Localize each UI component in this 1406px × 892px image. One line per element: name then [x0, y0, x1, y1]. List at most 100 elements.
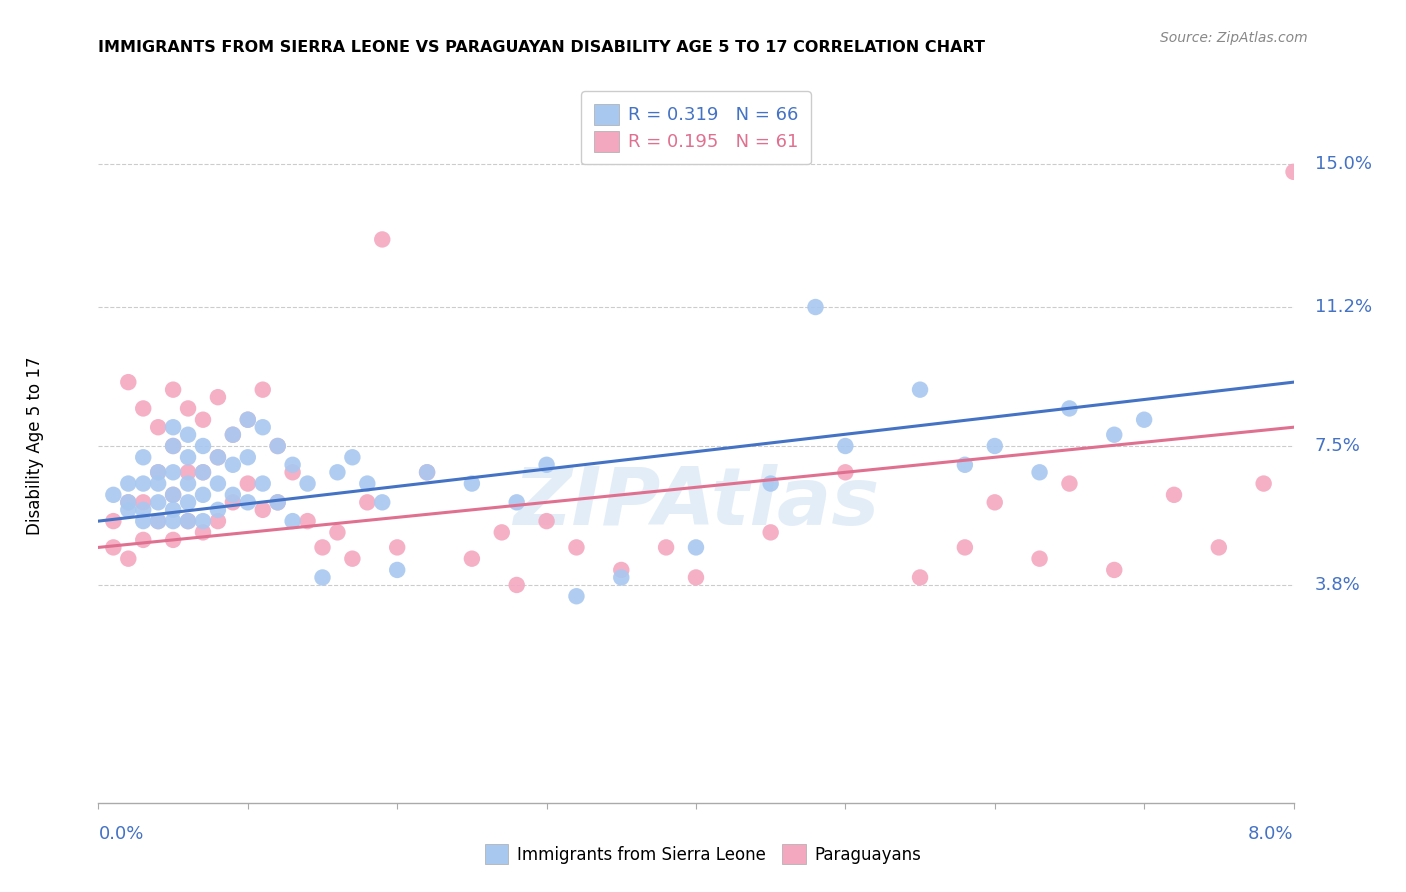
Point: [371, 232, 394, 246]
Point: [506, 495, 529, 509]
Point: [356, 495, 378, 509]
Point: [117, 476, 139, 491]
Point: [132, 503, 155, 517]
Point: [222, 488, 245, 502]
Point: [177, 465, 200, 479]
Point: [536, 514, 558, 528]
Point: [655, 541, 678, 555]
Point: [132, 533, 155, 547]
Point: [177, 514, 200, 528]
Text: Disability Age 5 to 17: Disability Age 5 to 17: [27, 357, 44, 535]
Point: [117, 551, 139, 566]
Point: [267, 439, 290, 453]
Point: [148, 420, 170, 434]
Point: [177, 427, 200, 442]
Point: [342, 551, 364, 566]
Point: [834, 439, 856, 453]
Text: 8.0%: 8.0%: [1249, 825, 1294, 843]
Point: [267, 495, 290, 509]
Point: [416, 465, 439, 479]
Point: [222, 427, 245, 442]
Point: [759, 476, 782, 491]
Point: [236, 495, 259, 509]
Point: [252, 420, 274, 434]
Point: [461, 476, 484, 491]
Point: [117, 495, 139, 509]
Point: [103, 514, 125, 528]
Point: [908, 570, 931, 584]
Point: [132, 401, 155, 416]
Point: [236, 476, 259, 491]
Point: [565, 541, 588, 555]
Point: [148, 514, 170, 528]
Point: [281, 514, 304, 528]
Point: [610, 563, 633, 577]
Point: [491, 525, 513, 540]
Point: [1208, 541, 1230, 555]
Point: [177, 476, 200, 491]
Point: [385, 563, 409, 577]
Point: [132, 450, 155, 465]
Legend: R = 0.319   N = 66, R = 0.195   N = 61: R = 0.319 N = 66, R = 0.195 N = 61: [581, 91, 811, 164]
Point: [162, 420, 184, 434]
Point: [610, 570, 633, 584]
Point: [1163, 488, 1185, 502]
Point: [222, 427, 245, 442]
Point: [162, 533, 184, 547]
Point: [1059, 401, 1081, 416]
Point: [207, 503, 229, 517]
Point: [117, 503, 139, 517]
Point: [132, 495, 155, 509]
Point: [162, 488, 184, 502]
Point: [565, 589, 588, 603]
Point: [1133, 413, 1156, 427]
Point: [297, 476, 319, 491]
Point: [177, 401, 200, 416]
Point: [983, 495, 1005, 509]
Point: [117, 375, 139, 389]
Point: [759, 525, 782, 540]
Point: [1028, 465, 1050, 479]
Point: [506, 578, 529, 592]
Point: [222, 458, 245, 472]
Text: Source: ZipAtlas.com: Source: ZipAtlas.com: [1160, 31, 1308, 45]
Point: [103, 488, 125, 502]
Point: [162, 465, 184, 479]
Point: [191, 413, 214, 427]
Point: [191, 465, 214, 479]
Point: [385, 541, 409, 555]
Point: [342, 450, 364, 465]
Point: [252, 383, 274, 397]
Point: [311, 570, 333, 584]
Point: [311, 541, 333, 555]
Point: [207, 514, 229, 528]
Point: [1102, 563, 1125, 577]
Point: [252, 476, 274, 491]
Point: [148, 476, 170, 491]
Point: [236, 413, 259, 427]
Point: [162, 383, 184, 397]
Point: [356, 476, 378, 491]
Point: [207, 476, 229, 491]
Point: [191, 439, 214, 453]
Text: 15.0%: 15.0%: [1315, 155, 1372, 173]
Point: [685, 570, 707, 584]
Point: [148, 465, 170, 479]
Point: [191, 525, 214, 540]
Text: 3.8%: 3.8%: [1315, 576, 1361, 594]
Text: 0.0%: 0.0%: [98, 825, 143, 843]
Point: [103, 541, 125, 555]
Point: [326, 465, 349, 479]
Point: [267, 439, 290, 453]
Point: [236, 413, 259, 427]
Point: [983, 439, 1005, 453]
Point: [207, 450, 229, 465]
Point: [252, 503, 274, 517]
Point: [267, 495, 290, 509]
Point: [297, 514, 319, 528]
Point: [162, 439, 184, 453]
Point: [191, 514, 214, 528]
Point: [685, 541, 707, 555]
Point: [207, 450, 229, 465]
Point: [148, 514, 170, 528]
